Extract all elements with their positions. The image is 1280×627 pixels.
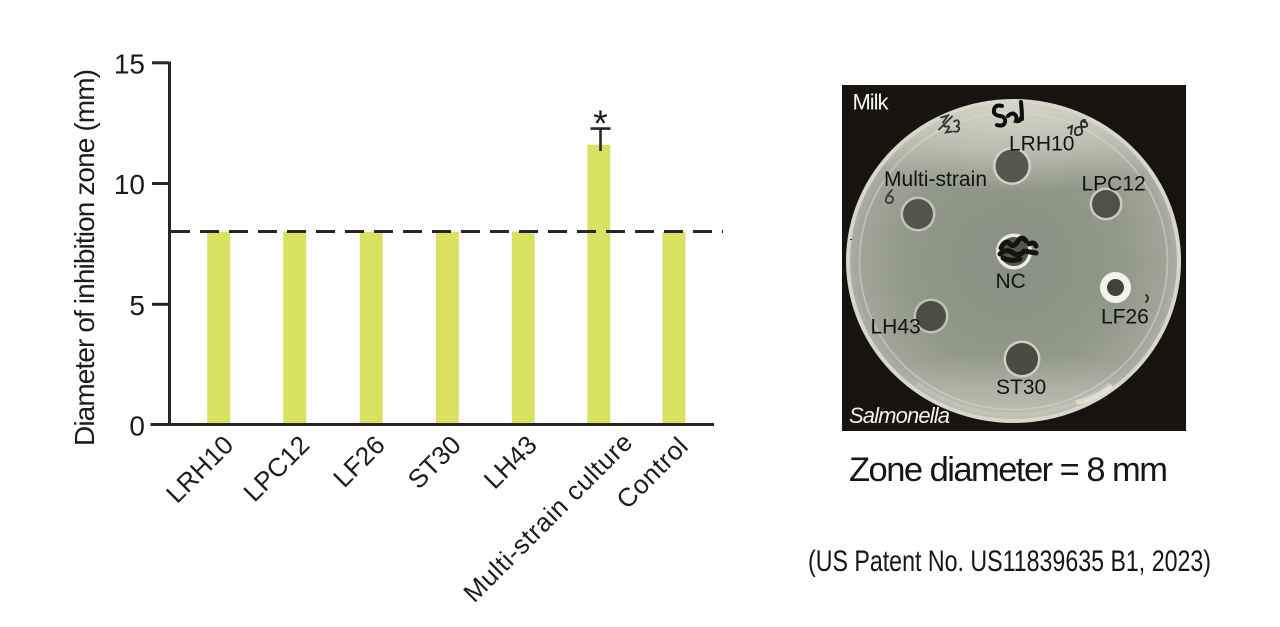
svg-text:LPC12: LPC12	[237, 430, 315, 508]
svg-text:ST30: ST30	[402, 430, 467, 495]
svg-text:0: 0	[129, 410, 145, 441]
svg-text:LRH10: LRH10	[1009, 133, 1074, 156]
svg-text:Multi-strain: Multi-strain	[884, 168, 987, 191]
svg-text:5: 5	[129, 290, 145, 321]
svg-text:Milk: Milk	[853, 90, 890, 115]
svg-text:*: *	[593, 103, 607, 144]
svg-text:Diameter of inhibition zone (m: Diameter of inhibition zone (mm)	[69, 69, 100, 446]
svg-text:Salmonella: Salmonella	[849, 403, 950, 428]
svg-text:LF26: LF26	[1101, 306, 1149, 329]
svg-text:ST30: ST30	[996, 376, 1046, 399]
svg-text:Multi-strain culture: Multi-strain culture	[457, 427, 638, 608]
svg-text:LH43: LH43	[871, 316, 921, 339]
svg-text:NC: NC	[996, 270, 1026, 293]
svg-text:(US Patent No. US11839635 B1,: (US Patent No. US11839635 B1, 2023)	[808, 545, 1211, 578]
svg-text:15: 15	[114, 48, 145, 79]
svg-text:10: 10	[114, 169, 145, 200]
svg-text:Zone diameter = 8 mm: Zone diameter = 8 mm	[849, 451, 1168, 489]
svg-text:LPC12: LPC12	[1082, 173, 1146, 196]
svg-text:LF26: LF26	[327, 430, 391, 494]
svg-text:LH43: LH43	[478, 430, 543, 495]
svg-text:LRH10: LRH10	[160, 430, 239, 509]
